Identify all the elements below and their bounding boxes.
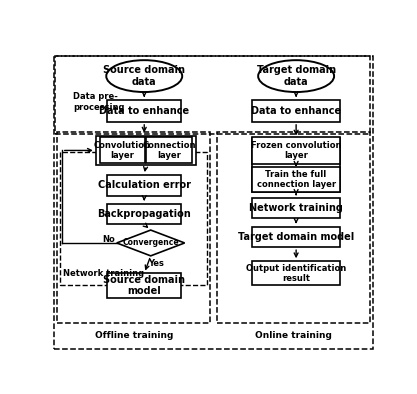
Text: No: No (103, 236, 115, 244)
Text: Convolution
layer: Convolution layer (94, 141, 151, 160)
Text: Convergence: Convergence (122, 238, 179, 247)
Text: Data to enhance: Data to enhance (251, 106, 341, 116)
FancyBboxPatch shape (100, 138, 145, 164)
FancyBboxPatch shape (107, 273, 181, 297)
Text: Network training: Network training (63, 269, 145, 278)
Text: Data pre-
processing: Data pre- processing (73, 92, 125, 112)
Text: Target domain model: Target domain model (238, 232, 354, 242)
FancyBboxPatch shape (107, 100, 181, 122)
Text: Output identification
result: Output identification result (246, 264, 346, 283)
FancyBboxPatch shape (253, 138, 340, 191)
FancyBboxPatch shape (253, 261, 340, 285)
FancyBboxPatch shape (253, 137, 340, 164)
FancyBboxPatch shape (253, 167, 340, 192)
Text: Target domain
data: Target domain data (256, 65, 336, 87)
Text: Source domain
model: Source domain model (103, 275, 185, 296)
Text: Online training: Online training (255, 331, 332, 340)
Text: Frozen convolution
layer: Frozen convolution layer (251, 141, 342, 160)
FancyBboxPatch shape (253, 227, 340, 247)
FancyBboxPatch shape (253, 100, 340, 122)
FancyBboxPatch shape (96, 136, 196, 165)
Text: Source domain
data: Source domain data (103, 65, 185, 87)
FancyBboxPatch shape (253, 198, 340, 218)
Text: Train the full
connection layer: Train the full connection layer (256, 169, 336, 189)
Text: Connection
layer: Connection layer (142, 141, 196, 160)
Text: Data to enhance: Data to enhance (99, 106, 189, 116)
Polygon shape (117, 230, 185, 256)
Ellipse shape (106, 60, 182, 92)
Text: Network training: Network training (249, 203, 343, 213)
Text: Backpropagation: Backpropagation (97, 209, 191, 219)
Text: Calculation error: Calculation error (98, 180, 191, 190)
FancyBboxPatch shape (146, 138, 192, 164)
Text: Yes: Yes (148, 260, 163, 268)
Text: Offline training: Offline training (95, 331, 173, 340)
FancyBboxPatch shape (107, 175, 181, 196)
FancyBboxPatch shape (107, 204, 181, 225)
Ellipse shape (258, 60, 334, 92)
